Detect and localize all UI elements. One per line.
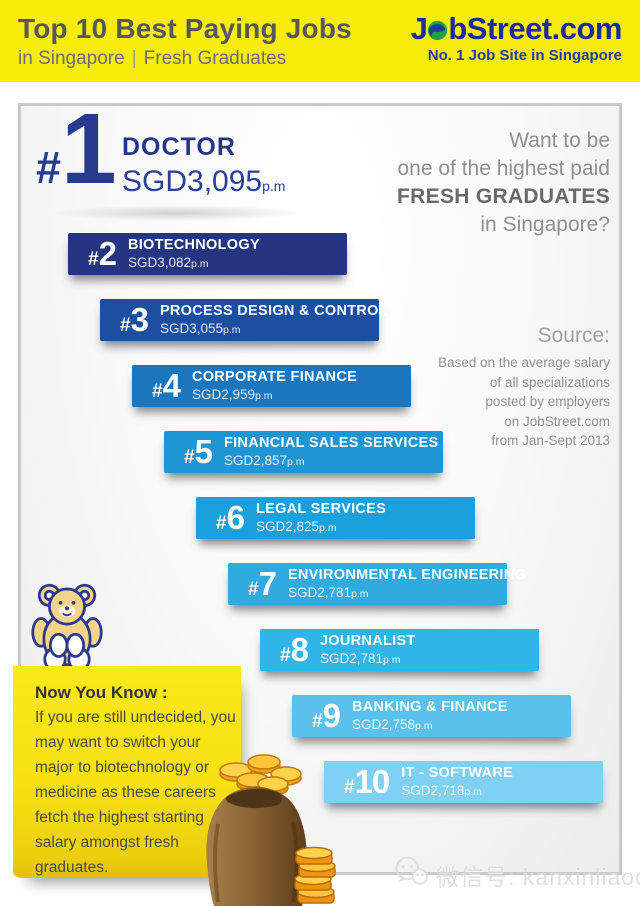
rank1-number: #1 [36,93,117,205]
rank1-details: DOCTOR SGD3,095p.m [122,133,285,199]
rank1-hash: # [36,142,62,193]
job-bar-8: #8 JOURNALIST SGD2,781p.m [260,629,539,671]
job-salary: SGD2,718p.m [401,782,482,798]
job-title: PROCESS DESIGN & CONTROL [159,303,388,320]
source-line: on JobStreet.com [504,413,610,429]
intro-line: one of the highest paid [397,157,610,180]
job-title: FINANCIAL SALES SERVICES [223,435,439,452]
job-salary: SGD2,825p.m [255,518,337,534]
note-line: If you are still undecided, you [35,709,236,726]
logo-text-after: bStreet.com [448,11,622,46]
source-line: Based on the average salary [438,355,610,370]
money-bag-icon [198,744,338,906]
job-rank: #7 [248,565,277,602]
job-bar-6: #6 LEGAL SERVICES SGD2,825p.m [196,497,475,539]
note-line: graduates. [35,859,109,876]
source-block: Source: Based on the average salary of a… [330,324,610,451]
rank1-salary: SGD3,095p.m [122,165,285,199]
job-bar-3: #3 PROCESS DESIGN & CONTROL SGD3,055p.m [100,299,388,341]
job-salary: SGD2,857p.m [223,452,305,468]
job-title: BIOTECHNOLOGY [127,237,260,254]
note-heading: Now You Know : [35,683,168,702]
logo-text-before: J [410,11,428,46]
job-rank: #9 [312,697,341,734]
teddy-bear-icon [30,580,104,675]
job-salary: SGD2,758p.m [351,716,433,732]
job-rank: #8 [280,631,309,668]
intro-line-emphasis: FRESH GRADUATES [397,185,610,208]
watermark-text: 微信号: kanxinliaoo [436,863,640,890]
job-bar-9: #9 BANKING & FINANCE SGD2,758p.m [292,695,571,737]
watermark: 微信号: kanxinliaoo [392,855,640,894]
job-title: LEGAL SERVICES [255,501,387,518]
job-bar-2: #2 BIOTECHNOLOGY SGD3,082p.m [68,233,347,275]
page-subtitle: in Singapore | Fresh Graduates [18,48,352,70]
job-title: CORPORATE FINANCE [191,369,358,386]
note-line: may want to switch your [35,734,201,751]
job-rank: #10 [344,763,390,800]
intro-question: Want to be one of the highest paid FRESH… [310,127,610,239]
logo-tagline: No. 1 Job Site in Singapore [427,46,622,64]
note-line: salary amongst fresh [35,834,179,851]
job-bar-7: #7 ENVIRONMENTAL ENGINEERING SGD2,781p.m [228,563,526,605]
source-line: posted by employers [485,394,610,409]
job-rank: #6 [216,499,245,536]
intro-line: in Singapore? [480,213,610,236]
job-salary: SGD2,959p.m [191,386,273,402]
now-you-know-note: Now You Know : If you are still undecide… [13,666,241,878]
header-banner: Top 10 Best Paying Jobs in Singapore | Fre… [0,0,640,82]
header-left: Top 10 Best Paying Jobs in Singapore | Fre… [18,13,352,70]
rank1-job-title: DOCTOR [122,133,236,161]
job-salary: SGD3,055p.m [159,320,241,336]
rank1-digit: 1 [61,93,117,205]
rank1-salary-value: SGD3,095 [122,165,263,198]
intro-line: Want to be [509,129,610,152]
rank1-shadow [52,205,302,221]
source-line: of all specializations [489,374,610,390]
subtitle-audience: Fresh Graduates [143,48,287,69]
subtitle-location: in Singapore [18,48,125,69]
globe-icon [427,15,448,41]
job-rank: #5 [184,433,213,470]
source-line: from Jan-Sept 2013 [491,433,610,448]
page-title: Top 10 Best Paying Jobs [18,13,352,44]
note-line: fetch the highest starting [35,809,204,826]
job-title: JOURNALIST [319,633,416,650]
job-rank: #3 [120,301,149,338]
source-label: Source: [537,324,610,347]
job-bar-4: #4 CORPORATE FINANCE SGD2,959p.m [132,365,411,407]
rank1-salary-period: p.m [262,178,286,194]
subtitle-divider: | [131,48,137,69]
job-title: BANKING & FINANCE [351,699,508,716]
note-line: major to biotechnology or [35,759,210,776]
job-bar-5: #5 FINANCIAL SALES SERVICES SGD2,857p.m [164,431,443,473]
note-line: medicine as these careers [35,784,216,801]
job-bar-10: #10 IT - SOFTWARE SGD2,718p.m [324,761,603,803]
job-salary: SGD3,082p.m [127,254,209,270]
job-title: ENVIRONMENTAL ENGINEERING [287,567,527,584]
job-rank: #2 [88,235,117,272]
job-rank: #4 [152,367,181,404]
job-salary: SGD2,781p.m [287,584,369,600]
wechat-icon [392,855,430,894]
job-salary: SGD2,781p.m [319,650,401,666]
job-title: IT - SOFTWARE [401,765,514,782]
